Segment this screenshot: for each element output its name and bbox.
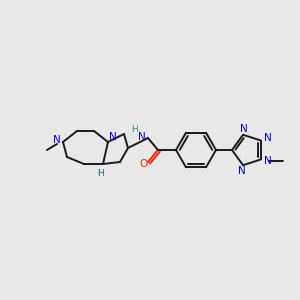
Text: N: N <box>138 132 146 142</box>
Text: O: O <box>139 159 147 169</box>
Text: N: N <box>264 133 272 142</box>
Text: N: N <box>240 124 248 134</box>
Text: N: N <box>109 132 117 142</box>
Text: H: H <box>132 125 138 134</box>
Text: N: N <box>264 156 272 167</box>
Text: N: N <box>53 135 61 145</box>
Text: H: H <box>98 169 104 178</box>
Text: H: H <box>98 169 104 178</box>
Text: N: N <box>238 166 246 176</box>
